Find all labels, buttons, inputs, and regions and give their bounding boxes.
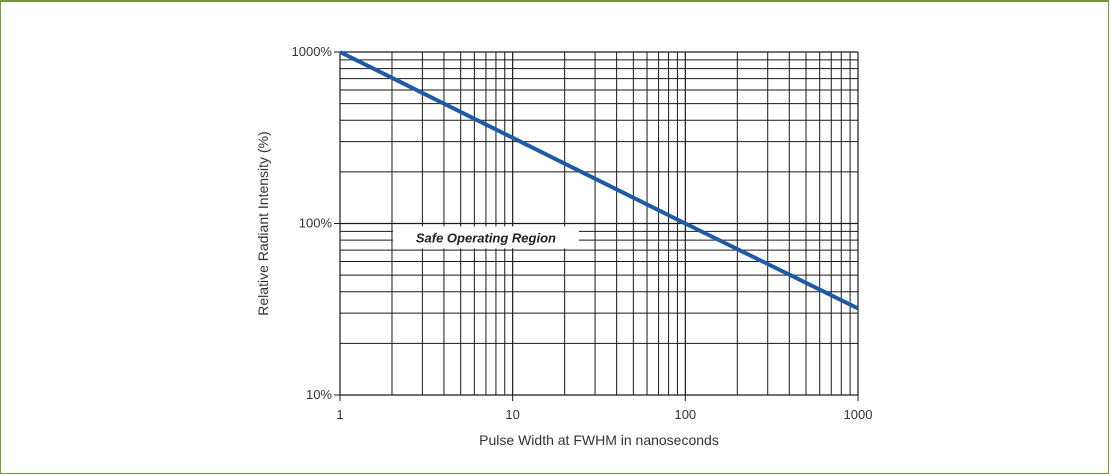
annotation-label: Safe Operating Region	[416, 230, 556, 245]
x-axis-title: Pulse Width at FWHM in nanoseconds	[479, 432, 719, 448]
y-axis-title: Relative Radiant Intensity (%)	[255, 131, 271, 315]
x-tick-label: 1000	[844, 407, 873, 422]
x-tick-label: 1	[336, 407, 343, 422]
annotations: Safe Operating Region	[392, 226, 579, 249]
x-tick-label: 10	[505, 407, 519, 422]
tick-labels: 1 10 100 1000 10% 100% 1000%	[292, 44, 873, 422]
y-tick-label: 10%	[306, 387, 332, 402]
grid	[339, 51, 859, 396]
x-tick-label: 100	[674, 407, 696, 422]
annotation-background	[392, 226, 579, 249]
series-line	[339, 50, 859, 311]
y-tick-label: 100%	[299, 216, 333, 231]
series-layer	[339, 50, 859, 311]
y-tick-label: 1000%	[292, 44, 333, 59]
